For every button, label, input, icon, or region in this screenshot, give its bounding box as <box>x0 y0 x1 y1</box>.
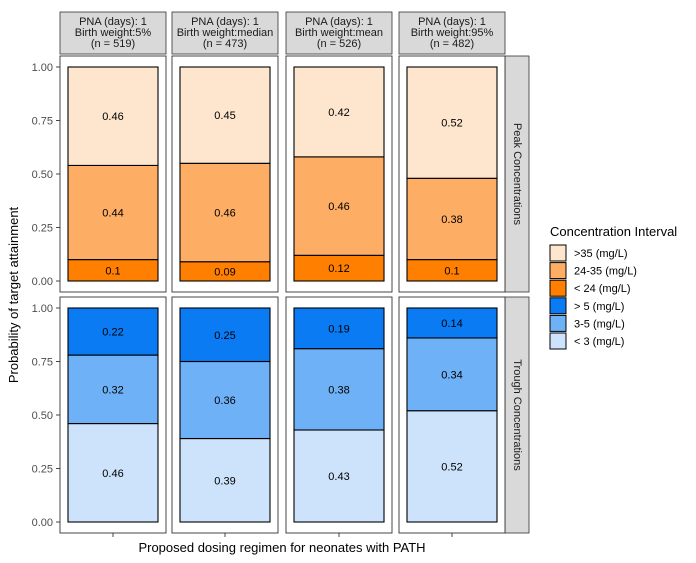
data-label: 0.46 <box>102 111 123 123</box>
bar-segment <box>67 307 159 356</box>
column-facet-label: (n = 473) <box>203 38 247 50</box>
legend-label: < 3 (mg/L) <box>574 336 624 348</box>
data-label: 0.42 <box>328 107 349 119</box>
legend-swatch <box>549 297 567 315</box>
bar-segment <box>67 164 159 261</box>
bar-segment <box>179 437 271 523</box>
data-label: 0.43 <box>328 471 349 483</box>
legend-label: > 5 (mg/L) <box>574 301 624 313</box>
data-label: 0.45 <box>214 110 235 122</box>
bar-segment <box>293 429 385 523</box>
bar-segment <box>406 177 498 261</box>
bar-segment <box>67 66 159 166</box>
data-label: 0.32 <box>102 384 123 396</box>
y-tick-label: 1.00 <box>32 62 53 74</box>
data-label: 0.52 <box>441 118 462 130</box>
data-label: 0.09 <box>214 266 235 278</box>
data-label: 0.52 <box>441 461 462 473</box>
row-facet-strip <box>504 296 530 534</box>
row-facet-label: Trough Concentrations <box>511 359 523 471</box>
y-tick-label: 0.50 <box>32 169 53 181</box>
column-facet-label: PNA (days): 1 <box>79 16 147 28</box>
data-label: 0.12 <box>328 263 349 275</box>
legend-label: < 24 (mg/L) <box>574 283 631 295</box>
y-tick-label: 0.25 <box>32 464 53 476</box>
column-facet-strip <box>59 11 167 55</box>
data-label: 0.46 <box>102 468 123 480</box>
column-facet-label: PNA (days): 1 <box>191 16 259 28</box>
legend-label: 3-5 (mg/L) <box>574 318 625 330</box>
y-axis-title: Probability of target attainment <box>6 206 21 383</box>
legend-swatch <box>549 244 567 262</box>
data-label: 0.46 <box>328 201 349 213</box>
column-facet-label: (n = 482) <box>430 38 474 50</box>
data-label: 0.1 <box>105 265 120 277</box>
data-label: 0.1 <box>444 265 459 277</box>
column-facet-strip <box>285 11 393 55</box>
y-tick-label: 0.00 <box>32 517 53 529</box>
bar-segment <box>293 66 385 158</box>
legend-label: >35 (mg/L) <box>574 248 628 260</box>
bar-segment <box>179 360 271 440</box>
column-facet-label: Birth weight:95% <box>411 27 494 39</box>
y-tick-label: 0.00 <box>32 276 53 288</box>
legend-swatch <box>549 332 567 350</box>
column-facet-label: (n = 526) <box>317 38 361 50</box>
data-label: 0.39 <box>214 475 235 487</box>
y-tick-label: 0.25 <box>32 223 53 235</box>
bar-segment <box>406 337 498 412</box>
data-label: 0.25 <box>214 330 235 342</box>
legend-swatch <box>549 262 567 280</box>
legend-swatch <box>549 314 567 332</box>
x-axis-title: Proposed dosing regimen for neonates wit… <box>138 540 425 555</box>
data-label: 0.34 <box>441 369 462 381</box>
bar-segment <box>406 410 498 523</box>
bar-segment <box>293 307 385 350</box>
column-facet-strip <box>171 11 279 55</box>
bar-segment <box>406 307 498 339</box>
bar-segment <box>179 66 271 164</box>
data-label: 0.38 <box>441 214 462 226</box>
data-label: 0.36 <box>214 395 235 407</box>
data-label: 0.22 <box>102 327 123 339</box>
y-tick-label: 0.50 <box>32 410 53 422</box>
y-tick-label: 0.75 <box>32 116 53 128</box>
data-label: 0.14 <box>441 318 462 330</box>
y-tick-label: 1.00 <box>32 303 53 315</box>
legend-title: Concentration Interval <box>550 224 677 239</box>
bar-segment <box>406 66 498 179</box>
legend-label: 24-35 (mg/L) <box>574 266 637 278</box>
column-facet-label: PNA (days): 1 <box>305 16 373 28</box>
data-label: 0.44 <box>102 208 123 220</box>
bar-segment <box>293 254 385 282</box>
y-tick-label: 0.75 <box>32 357 53 369</box>
bar-segment <box>179 162 271 263</box>
row-facet-label: Peak Concentrations <box>511 123 523 226</box>
data-label: 0.19 <box>328 323 349 335</box>
bar-segment <box>67 423 159 523</box>
data-label: 0.38 <box>328 384 349 396</box>
bar-segment <box>293 348 385 431</box>
column-facet-strip <box>398 11 506 55</box>
row-facet-strip <box>504 55 530 293</box>
column-facet-label: PNA (days): 1 <box>418 16 486 28</box>
bar-segment <box>293 156 385 256</box>
column-facet-label: (n = 519) <box>91 38 135 50</box>
bar-segment <box>179 307 271 363</box>
bar-segment <box>67 354 159 425</box>
column-facet-label: Birth weight:5% <box>75 27 152 39</box>
data-label: 0.46 <box>214 208 235 220</box>
column-facet-label: Birth weight:median <box>177 27 274 39</box>
legend-swatch <box>549 279 567 297</box>
column-facet-label: Birth weight:mean <box>295 27 383 39</box>
